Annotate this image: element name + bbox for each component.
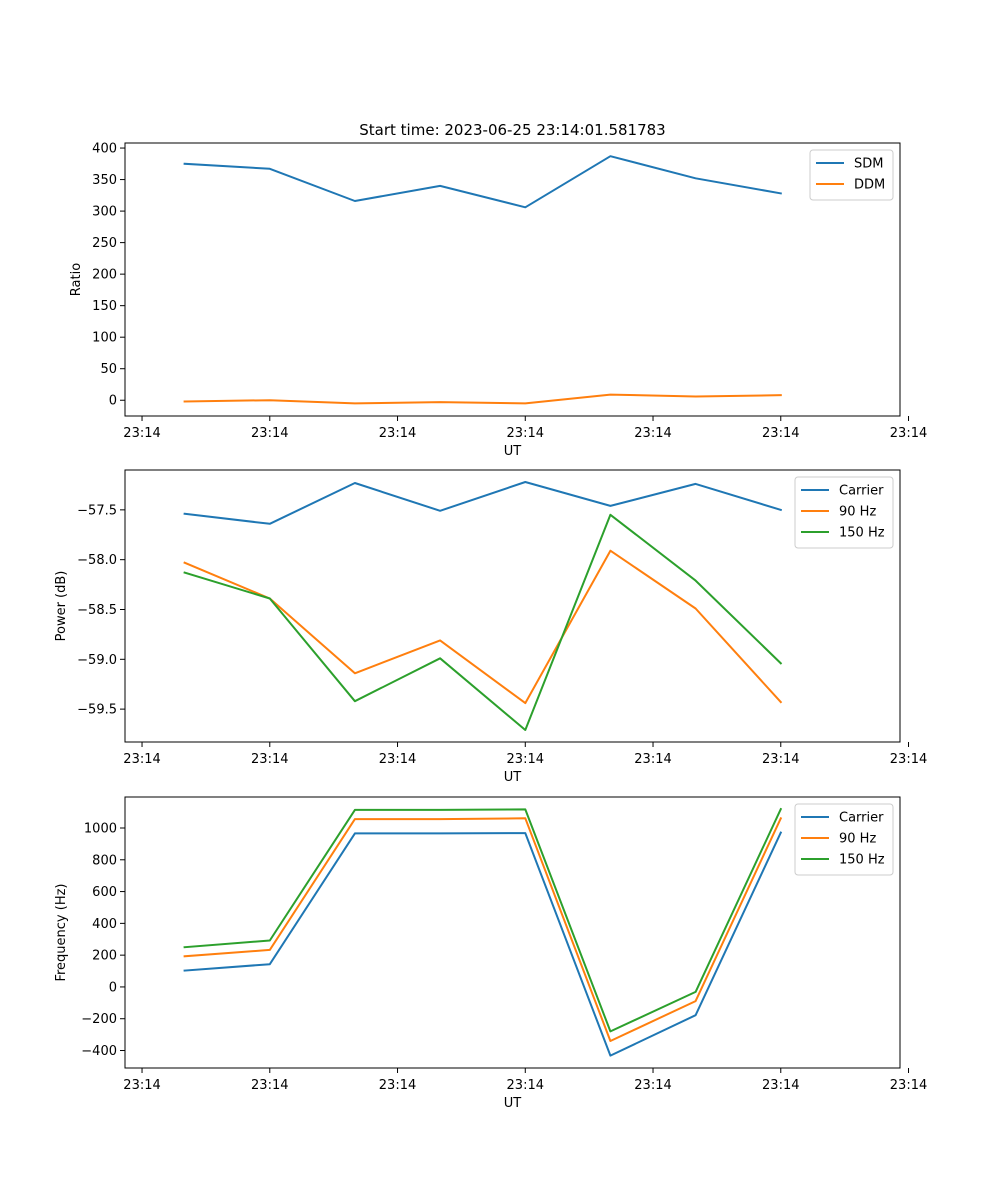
x-axis-label: UT — [504, 770, 522, 785]
x-axis-label: UT — [504, 444, 522, 459]
x-tick-label: 23:14 — [251, 752, 288, 767]
x-tick-label: 23:14 — [890, 752, 927, 767]
y-tick-label: −200 — [81, 1012, 117, 1027]
series-line-sdm — [183, 155, 782, 209]
legend-entry: Carrier — [839, 484, 884, 499]
y-tick-label: −400 — [81, 1044, 117, 1059]
x-tick-label: 23:14 — [762, 1078, 799, 1093]
y-tick-label: 0 — [109, 394, 117, 409]
x-tick-label: 23:14 — [507, 752, 544, 767]
x-tick-label: 23:14 — [762, 426, 799, 441]
y-tick-label: 100 — [92, 331, 117, 346]
y-tick-label: 200 — [92, 268, 117, 283]
legend: SDM DDM — [809, 149, 894, 201]
legend-entry: 150 Hz — [839, 853, 885, 868]
plot-frame — [124, 469, 901, 743]
y-tick-label: 350 — [92, 173, 117, 188]
x-tick-label: 23:14 — [379, 426, 416, 441]
y-tick-label: 400 — [92, 142, 117, 157]
legend: Carrier 90 Hz 150 Hz — [794, 476, 894, 549]
x-tick-label: 23:14 — [762, 752, 799, 767]
y-tick-label: 400 — [92, 917, 117, 932]
x-tick-label: 23:14 — [123, 1078, 160, 1093]
x-tick-label: 23:14 — [379, 752, 416, 767]
y-tick-label: −58.0 — [77, 553, 117, 568]
legend-entry: 150 Hz — [839, 526, 885, 541]
legend-entry: 90 Hz — [839, 505, 876, 520]
series-line-carrier — [183, 481, 783, 525]
x-tick-label: 23:14 — [634, 1078, 671, 1093]
legend-entry: 90 Hz — [839, 832, 876, 847]
chart-panel-2: 23:14 23:14 23:14 23:14 23:14 23:14 23:14 −59.5… — [54, 469, 927, 785]
x-tick-label: 23:14 — [507, 1078, 544, 1093]
y-tick-label: 600 — [92, 885, 117, 900]
plot-frame — [124, 796, 901, 1069]
x-tick-label: 23:14 — [634, 752, 671, 767]
plot-frame — [124, 142, 901, 417]
x-axis-label: UT — [504, 1096, 522, 1111]
x-tick-label: 23:14 — [634, 426, 671, 441]
y-tick-label: 200 — [92, 949, 117, 964]
y-tick-label: 150 — [92, 299, 117, 314]
y-axis-label: Frequency (Hz) — [54, 883, 69, 981]
x-tick-label: 23:14 — [251, 1078, 288, 1093]
chart-panel-1: Start time: 2023-06-25 23:14:01.581783 23… — [69, 121, 927, 459]
legend-entry: Carrier — [839, 811, 884, 826]
y-tick-label: 250 — [92, 236, 117, 251]
x-tick-label: 23:14 — [890, 426, 927, 441]
legend-entry: SDM — [854, 157, 883, 172]
legend-box — [794, 803, 894, 876]
series-line-90-hz — [183, 816, 783, 1042]
legend-box — [794, 476, 894, 549]
y-tick-label: −59.5 — [77, 703, 117, 718]
x-tick-label: 23:14 — [251, 426, 288, 441]
legend-entry: DDM — [854, 178, 885, 193]
series-line-150-hz — [183, 807, 783, 1033]
y-tick-label: 300 — [92, 205, 117, 220]
y-tick-label: 0 — [109, 980, 117, 995]
series-line-ddm — [183, 393, 782, 405]
y-tick-label: −58.5 — [77, 603, 117, 618]
y-tick-label: 800 — [92, 853, 117, 868]
y-tick-label: −57.5 — [77, 503, 117, 518]
series-line-150-hz — [183, 513, 783, 731]
x-tick-label: 23:14 — [123, 426, 160, 441]
series-line-carrier — [183, 831, 783, 1057]
y-tick-label: 50 — [100, 362, 117, 377]
x-tick-label: 23:14 — [890, 1078, 927, 1093]
y-tick-label: 1000 — [84, 821, 117, 836]
chart-title: Start time: 2023-06-25 23:14:01.581783 — [359, 121, 665, 139]
legend: Carrier 90 Hz 150 Hz — [794, 803, 894, 876]
y-axis-label: Ratio — [69, 263, 84, 296]
x-tick-label: 23:14 — [507, 426, 544, 441]
series-line-90-hz — [183, 549, 783, 705]
x-tick-label: 23:14 — [379, 1078, 416, 1093]
y-axis-label: Power (dB) — [54, 571, 69, 642]
chart-panel-3: 23:14 23:14 23:14 23:14 23:14 23:14 23:14 −400 −… — [54, 796, 927, 1111]
x-tick-label: 23:14 — [123, 752, 160, 767]
y-tick-label: −59.0 — [77, 653, 117, 668]
